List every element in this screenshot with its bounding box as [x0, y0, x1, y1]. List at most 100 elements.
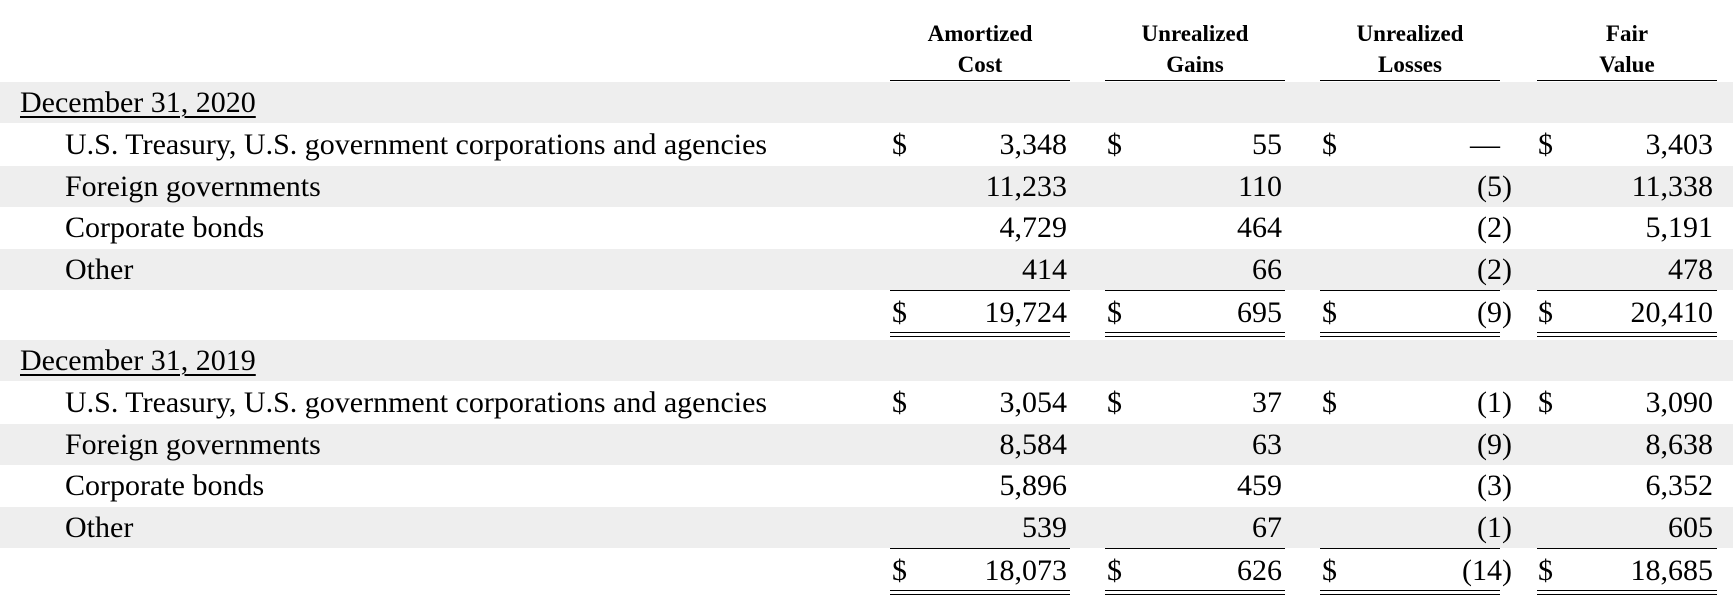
fair-value-value: 5,191 — [1645, 211, 1714, 244]
unrealized-losses-value: — — [1470, 128, 1500, 161]
subtotal-rule — [1105, 290, 1285, 291]
unrealized-gains-total: 695 — [1237, 296, 1282, 329]
amortized-cost-total: 18,073 — [984, 554, 1068, 587]
fair-value-value: 3,403 — [1645, 128, 1714, 161]
fair-value-total: 18,685 — [1630, 554, 1714, 587]
total-row: $ 18,073 $ 626 $ (14) $ 18,685 — [0, 550, 1733, 591]
total-double-rule — [1320, 590, 1500, 595]
amortized-cost-value: 3,054 — [999, 386, 1068, 419]
unrealized-losses-value: (1) — [1477, 386, 1512, 419]
row-label: Corporate bonds — [65, 211, 265, 244]
table-row: Other 414 66 (2) 478 — [0, 249, 1733, 290]
subtotal-rule — [890, 548, 1070, 549]
section-title-row: December 31, 2019 — [0, 340, 1733, 381]
unrealized-losses-total: (9) — [1477, 296, 1512, 329]
subtotal-rule — [1537, 548, 1717, 549]
unrealized-gains-value: 67 — [1252, 511, 1282, 544]
header-line1: Fair — [1605, 21, 1649, 46]
unrealized-losses-value: (2) — [1477, 211, 1512, 244]
subtotal-rule — [1105, 548, 1285, 549]
header-amortized-cost: Amortized Cost — [890, 18, 1070, 80]
unrealized-gains-value: 459 — [1237, 469, 1282, 502]
row-label: Corporate bonds — [65, 469, 265, 502]
total-row: $ 19,724 $ 695 $ (9) $ 20,410 — [0, 292, 1733, 333]
subtotal-rule — [1320, 290, 1500, 291]
unrealized-gains-value: 66 — [1252, 253, 1282, 286]
unrealized-gains-value: 464 — [1237, 211, 1282, 244]
fair-value-value: 605 — [1668, 511, 1713, 544]
table-row: U.S. Treasury, U.S. government corporati… — [0, 382, 1733, 423]
currency-symbol: $ — [1538, 128, 1553, 161]
table-row: Foreign governments 11,233 110 (5) 11,33… — [0, 166, 1733, 207]
currency-symbol: $ — [1107, 386, 1122, 419]
table-row: Corporate bonds 5,896 459 (3) 6,352 — [0, 465, 1733, 506]
amortized-cost-value: 5,896 — [999, 469, 1068, 502]
currency-symbol: $ — [1107, 296, 1122, 329]
amortized-cost-value: 8,584 — [999, 428, 1068, 461]
amortized-cost-total: 19,724 — [984, 296, 1068, 329]
currency-symbol: $ — [892, 554, 907, 587]
header-rule — [1105, 80, 1285, 81]
row-label: U.S. Treasury, U.S. government corporati… — [65, 128, 768, 161]
unrealized-gains-value: 37 — [1252, 386, 1282, 419]
unrealized-losses-value: (1) — [1477, 511, 1512, 544]
header-line2: Losses — [1378, 52, 1442, 77]
row-label: Foreign governments — [65, 170, 321, 203]
total-double-rule — [1320, 332, 1500, 337]
header-line1: Unrealized — [1141, 21, 1249, 46]
amortized-cost-value: 4,729 — [999, 211, 1068, 244]
header-unrealized-gains: Unrealized Gains — [1105, 18, 1285, 80]
currency-symbol: $ — [1538, 386, 1553, 419]
header-line2: Gains — [1166, 52, 1224, 77]
total-double-rule — [1105, 590, 1285, 595]
unrealized-gains-value: 110 — [1238, 170, 1282, 203]
header-rule — [1537, 80, 1717, 81]
unrealized-losses-value: (9) — [1477, 428, 1512, 461]
amortized-cost-value: 414 — [1022, 253, 1067, 286]
total-double-rule — [1537, 332, 1717, 337]
unrealized-losses-total: (14) — [1462, 554, 1512, 587]
amortized-cost-value: 11,233 — [985, 170, 1067, 203]
fair-value-value: 6,352 — [1645, 469, 1714, 502]
table-row: Other 539 67 (1) 605 — [0, 507, 1733, 548]
section-title: December 31, 2020 — [20, 86, 256, 119]
total-double-rule — [1105, 332, 1285, 337]
total-double-rule — [1537, 590, 1717, 595]
subtotal-rule — [1320, 548, 1500, 549]
currency-symbol: $ — [1322, 128, 1337, 161]
table-row: Foreign governments 8,584 63 (9) 8,638 — [0, 424, 1733, 465]
row-label: U.S. Treasury, U.S. government corporati… — [65, 386, 768, 419]
row-label: Other — [65, 511, 134, 544]
unrealized-losses-value: (2) — [1477, 253, 1512, 286]
unrealized-losses-value: (5) — [1477, 170, 1512, 203]
fair-value-total: 20,410 — [1630, 296, 1714, 329]
header-fair-value: Fair Value — [1537, 18, 1717, 80]
currency-symbol: $ — [892, 296, 907, 329]
unrealized-gains-value: 55 — [1252, 128, 1282, 161]
header-rule — [1320, 80, 1500, 81]
header-line2: Cost — [957, 52, 1003, 77]
amortized-cost-value: 539 — [1022, 511, 1067, 544]
header-unrealized-losses: Unrealized Losses — [1320, 18, 1500, 80]
fair-value-value: 8,638 — [1645, 428, 1714, 461]
total-double-rule — [890, 590, 1070, 595]
section-title: December 31, 2019 — [20, 344, 256, 377]
currency-symbol: $ — [1538, 296, 1553, 329]
row-label: Foreign governments — [65, 428, 321, 461]
unrealized-losses-value: (3) — [1477, 469, 1512, 502]
fair-value-value: 478 — [1668, 253, 1713, 286]
header-line1: Amortized — [927, 21, 1033, 46]
header-line2: Value — [1599, 52, 1655, 77]
currency-symbol: $ — [892, 128, 907, 161]
currency-symbol: $ — [1107, 128, 1122, 161]
total-double-rule — [890, 332, 1070, 337]
currency-symbol: $ — [1538, 554, 1553, 587]
unrealized-gains-total: 626 — [1237, 554, 1282, 587]
subtotal-rule — [1537, 290, 1717, 291]
table-row: U.S. Treasury, U.S. government corporati… — [0, 124, 1733, 165]
unrealized-gains-value: 63 — [1252, 428, 1282, 461]
subtotal-rule — [890, 290, 1070, 291]
table-row: Corporate bonds 4,729 464 (2) 5,191 — [0, 207, 1733, 248]
currency-symbol: $ — [892, 386, 907, 419]
header-rule — [890, 80, 1070, 81]
